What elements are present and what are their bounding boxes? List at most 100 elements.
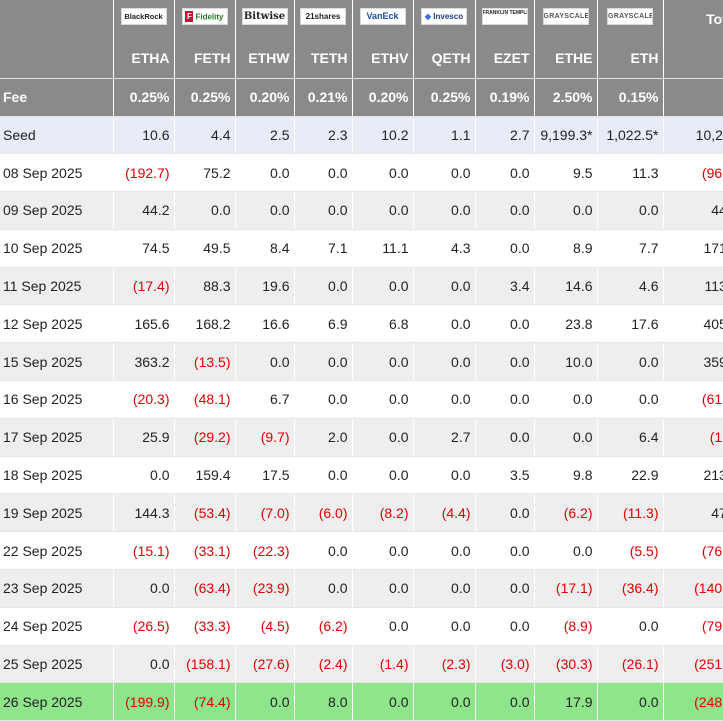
flow-cell: (13.5) bbox=[174, 342, 236, 382]
ticker-header: FETH bbox=[174, 38, 236, 79]
date-cell: 18 Sep 2025 bbox=[0, 456, 114, 495]
flow-cell: 9.5 bbox=[534, 153, 598, 193]
flow-cell: 0.0 bbox=[597, 682, 664, 721]
flow-cell: 0.0 bbox=[294, 267, 353, 306]
franklin-templeton-logo: FRANKLIN TEMPLETON bbox=[481, 8, 528, 25]
table-row: 12 Sep 2025 165.6 168.2 16.6 6.9 6.8 0.0 0.0 23.… bbox=[0, 304, 723, 344]
flow-cell: 7.1 bbox=[294, 229, 353, 268]
flow-cell: 0.0 bbox=[294, 531, 353, 571]
flow-cell: (15.1) bbox=[113, 531, 175, 571]
date-cell: 16 Sep 2025 bbox=[0, 380, 114, 419]
total-cell: 359.7 bbox=[663, 342, 723, 382]
flow-cell: (33.3) bbox=[174, 607, 236, 646]
flow-cell: 25.9 bbox=[113, 418, 175, 457]
flow-cell: 1,022.5* bbox=[597, 116, 664, 155]
flow-cell: 2.7 bbox=[413, 418, 476, 457]
total-cell: (251.2) bbox=[663, 645, 723, 684]
flow-cell: 74.5 bbox=[113, 229, 175, 268]
flow-cell: 2.3 bbox=[294, 116, 353, 155]
table-row: 22 Sep 2025 (15.1) (33.1) (22.3) 0.0 0.0 0.0 0.… bbox=[0, 531, 723, 571]
flow-cell: (26.1) bbox=[597, 645, 664, 684]
ticker-header: ETHV bbox=[352, 38, 414, 79]
flow-cell: 0.0 bbox=[294, 153, 353, 193]
flow-cell: 0.0 bbox=[597, 191, 664, 230]
flow-cell: 23.8 bbox=[534, 304, 598, 344]
flow-cell: 6.9 bbox=[294, 304, 353, 344]
flow-cell: 75.2 bbox=[174, 153, 236, 193]
bitwise-logo: Bitwise bbox=[241, 8, 288, 25]
flow-cell: 10.0 bbox=[534, 342, 598, 382]
date-cell: 15 Sep 2025 bbox=[0, 342, 114, 382]
total-cell: (96.7) bbox=[663, 153, 723, 193]
total-cell: 10,255 bbox=[663, 116, 723, 155]
seed-row: Seed 10.6 4.4 2.5 2.3 10.2 1.1 2.7 9,199.3* 1,022… bbox=[0, 116, 723, 155]
flow-cell: 0.0 bbox=[352, 342, 414, 382]
table-row: 23 Sep 2025 0.0 (63.4) (23.9) 0.0 0.0 0.0 0.0 (1… bbox=[0, 569, 723, 608]
table-row: 09 Sep 2025 44.2 0.0 0.0 0.0 0.0 0.0 0.0 0.0 0.0 4… bbox=[0, 191, 723, 230]
flow-cell: 0.0 bbox=[413, 569, 476, 608]
flow-cell: (36.4) bbox=[597, 569, 664, 608]
flow-cell: 0.0 bbox=[174, 191, 236, 230]
total-cell: (248.4) bbox=[663, 682, 723, 721]
issuer-logo-cell: 21shares bbox=[294, 0, 353, 38]
flow-cell: 0.0 bbox=[413, 304, 476, 344]
flow-cell: (1.4) bbox=[352, 645, 414, 684]
date-cell: Seed bbox=[0, 116, 114, 155]
date-cell: 10 Sep 2025 bbox=[0, 229, 114, 268]
flow-cell: 8.4 bbox=[235, 229, 295, 268]
total-cell: (140.8) bbox=[663, 569, 723, 608]
flow-cell: 2.0 bbox=[294, 418, 353, 457]
flow-cell: 3.5 bbox=[475, 456, 535, 495]
total-cell: (1.9) bbox=[663, 418, 723, 457]
flow-cell: 0.0 bbox=[235, 153, 295, 193]
flow-cell: 0.0 bbox=[475, 153, 535, 193]
flow-cell: 0.0 bbox=[534, 191, 598, 230]
date-cell: 09 Sep 2025 bbox=[0, 191, 114, 230]
flow-cell: 0.0 bbox=[475, 493, 535, 533]
fee-cell: 0.15% bbox=[597, 78, 664, 117]
flow-cell: 0.0 bbox=[352, 380, 414, 419]
table-row: 10 Sep 2025 74.5 49.5 8.4 7.1 11.1 4.3 0.0 8.9 7.… bbox=[0, 229, 723, 268]
flow-cell: 2.5 bbox=[235, 116, 295, 155]
date-cell: 24 Sep 2025 bbox=[0, 607, 114, 646]
flow-cell: 8.0 bbox=[294, 682, 353, 721]
table-row: 26 Sep 2025 (199.9) (74.4) 0.0 8.0 0.0 0.0 0.0 1… bbox=[0, 682, 723, 721]
issuer-logo-cell: F Fidelity bbox=[174, 0, 236, 38]
flow-cell: 0.0 bbox=[475, 229, 535, 268]
flow-cell: (9.7) bbox=[235, 418, 295, 457]
date-cell: 11 Sep 2025 bbox=[0, 267, 114, 306]
fee-cell: 0.19% bbox=[475, 78, 535, 117]
flow-cell: (48.1) bbox=[174, 380, 236, 419]
invesco-logo: ◆ Invesco bbox=[421, 8, 467, 25]
table-row: 17 Sep 2025 25.9 (29.2) (9.7) 2.0 0.0 2.7 0.0 0.… bbox=[0, 418, 723, 457]
flow-cell: (20.3) bbox=[113, 380, 175, 419]
flow-cell: 17.6 bbox=[597, 304, 664, 344]
flow-cell: 9,199.3* bbox=[534, 116, 598, 155]
total-cell: 405.5 bbox=[663, 304, 723, 344]
flow-cell: 0.0 bbox=[413, 456, 476, 495]
fee-cell: 0.20% bbox=[235, 78, 295, 117]
flow-cell: 0.0 bbox=[294, 342, 353, 382]
flow-cell: 0.0 bbox=[475, 342, 535, 382]
flow-cell: 0.0 bbox=[475, 607, 535, 646]
flow-cell: 0.0 bbox=[413, 682, 476, 721]
flow-cell: (17.1) bbox=[534, 569, 598, 608]
flow-cell: 22.9 bbox=[597, 456, 664, 495]
issuer-logo-cell: GRAYSCALE bbox=[597, 0, 664, 38]
ticker-header: EZET bbox=[475, 38, 535, 79]
date-cell: 23 Sep 2025 bbox=[0, 569, 114, 608]
flow-cell: (6.0) bbox=[294, 493, 353, 533]
flow-rows: Seed 10.6 4.4 2.5 2.3 10.2 1.1 2.7 9,199.3* 1,022… bbox=[0, 116, 723, 721]
fee-label: Fee bbox=[0, 78, 114, 117]
ticker-header: ETHA bbox=[113, 38, 175, 79]
flow-cell: 16.6 bbox=[235, 304, 295, 344]
flow-cell: 0.0 bbox=[534, 418, 598, 457]
corner-cell bbox=[0, 0, 114, 38]
table-row: 19 Sep 2025 144.3 (53.4) (7.0) (6.0) (8.2) (4.… bbox=[0, 493, 723, 533]
ticker-header: ETHW bbox=[235, 38, 295, 79]
flow-cell: 0.0 bbox=[352, 682, 414, 721]
flow-cell: 0.0 bbox=[113, 569, 175, 608]
flow-cell: 0.0 bbox=[534, 531, 598, 571]
flow-cell: (7.0) bbox=[235, 493, 295, 533]
flow-cell: 0.0 bbox=[294, 569, 353, 608]
